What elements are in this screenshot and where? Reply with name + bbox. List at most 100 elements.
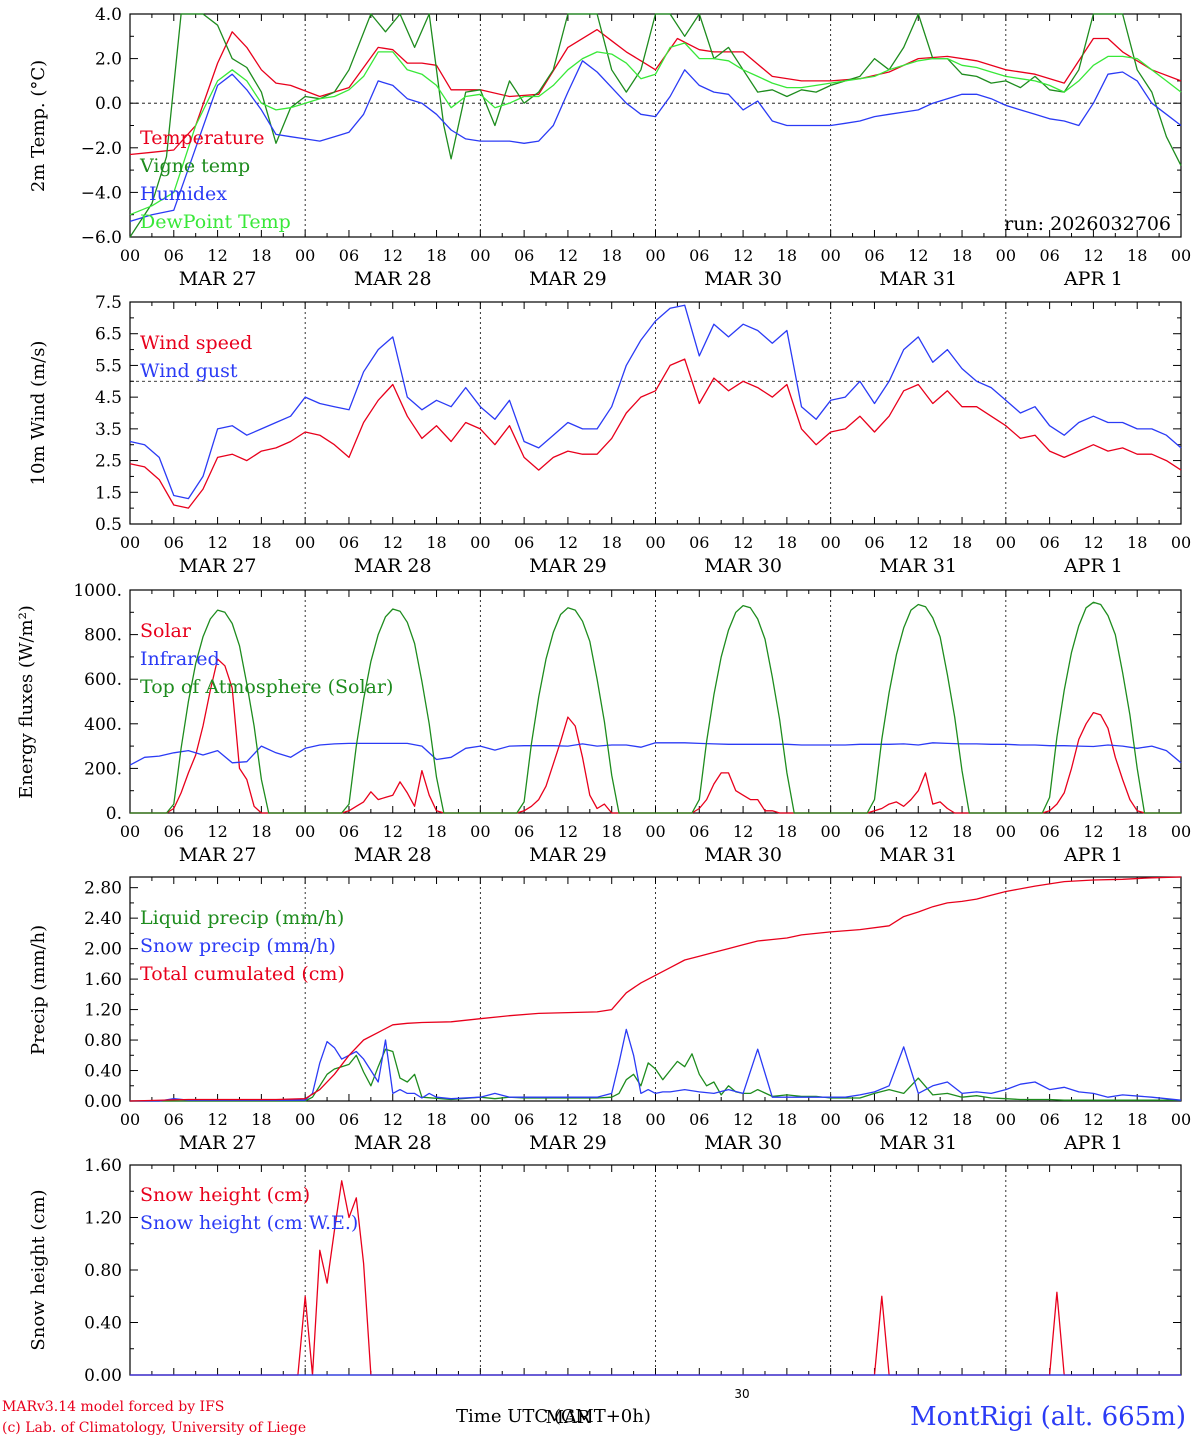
x-tick-label: 12 — [908, 246, 928, 265]
x-tick-label: 00 — [1171, 533, 1191, 552]
x-tick-label: 00 — [295, 533, 315, 552]
legend-entry: Wind speed — [140, 332, 252, 354]
series-line-humidex — [129, 60, 1182, 223]
day-label: MAR 30 — [704, 844, 782, 866]
x-tick-label: 18 — [426, 822, 446, 841]
x-tick-label: 18 — [952, 533, 972, 552]
legend-entry: Liquid precip (mm/h) — [140, 907, 344, 929]
x-tick-label: 06 — [864, 246, 884, 265]
time-axis-label: Time UTC (GMT+0h) — [456, 1406, 651, 1427]
x-tick-label: 18 — [1127, 246, 1147, 265]
y-tick-label: 0.40 — [84, 1314, 122, 1334]
x-tick-label: 00 — [996, 246, 1016, 265]
y-tick-label: 0.5 — [95, 515, 122, 535]
x-tick-label: 00 — [996, 533, 1016, 552]
y-axis-label: 2m Temp. (°C) — [28, 60, 49, 192]
series-line-total-cumulated-cm- — [129, 876, 1182, 1102]
bottom-day-number: 30 — [734, 1387, 749, 1401]
day-label: APR 1 — [1063, 555, 1123, 577]
x-tick-label: 18 — [251, 822, 271, 841]
x-tick-label: 00 — [1171, 1110, 1191, 1129]
series-line-wind-gust — [129, 304, 1182, 500]
x-tick-label: 00 — [1171, 822, 1191, 841]
y-axis-label: Energy fluxes (W/m²) — [16, 605, 37, 799]
y-tick-label: 0.40 — [84, 1062, 122, 1082]
x-tick-label: 12 — [207, 533, 227, 552]
x-tick-label: 06 — [164, 822, 184, 841]
y-tick-label: 7.5 — [95, 293, 122, 313]
x-tick-label: 00 — [996, 1110, 1016, 1129]
x-tick-label: 00 — [820, 533, 840, 552]
day-label: MAR 29 — [529, 555, 607, 577]
legend-entry: Snow height (cm W.E.) — [140, 1212, 358, 1234]
x-tick-label: 00 — [470, 822, 490, 841]
legend-entry: Humidex — [140, 183, 227, 205]
series-line-dewpoint-temp — [129, 42, 1182, 216]
legend-entry: Temperature — [140, 127, 264, 149]
day-label: MAR 29 — [529, 844, 607, 866]
x-tick-label: 18 — [952, 822, 972, 841]
x-tick-label: 06 — [864, 1110, 884, 1129]
x-tick-label: 12 — [1083, 533, 1103, 552]
day-label: MAR 28 — [354, 844, 432, 866]
day-label: MAR 29 — [529, 1132, 607, 1154]
y-tick-label: 600. — [84, 670, 122, 690]
series-line-snow-precip-mm-h- — [130, 1028, 1182, 1102]
x-tick-label: 00 — [120, 1110, 140, 1129]
y-tick-label: 800. — [84, 626, 122, 646]
x-tick-label: 18 — [952, 1110, 972, 1129]
x-tick-label: 18 — [602, 822, 622, 841]
x-tick-label: 18 — [602, 246, 622, 265]
series-line-wind-speed — [129, 358, 1182, 509]
legend-entry: Top of Atmosphere (Solar) — [140, 676, 393, 698]
x-tick-label: 06 — [689, 822, 709, 841]
legend-entry: Wind gust — [140, 360, 238, 382]
day-label: MAR 30 — [704, 1132, 782, 1154]
series-line-temperature — [129, 28, 1182, 156]
x-tick-label: 00 — [820, 822, 840, 841]
x-tick-label: 06 — [339, 822, 359, 841]
y-tick-label: 1.5 — [95, 483, 122, 503]
y-tick-label: 2.80 — [84, 879, 122, 899]
x-tick-label: 00 — [996, 822, 1016, 841]
x-tick-label: 00 — [470, 533, 490, 552]
lab-credit: (c) Lab. of Climatology, University of L… — [2, 1420, 307, 1436]
x-tick-label: 06 — [689, 1110, 709, 1129]
x-tick-label: 18 — [777, 822, 797, 841]
x-tick-label: 00 — [820, 246, 840, 265]
y-tick-label: 1.20 — [84, 1001, 122, 1021]
y-tick-label: 0.80 — [84, 1261, 122, 1281]
y-tick-label: 6.5 — [95, 325, 122, 345]
day-label: MAR 30 — [704, 268, 782, 290]
x-tick-label: 06 — [514, 246, 534, 265]
x-tick-label: 06 — [689, 533, 709, 552]
x-tick-label: 12 — [733, 822, 753, 841]
x-tick-label: 18 — [251, 533, 271, 552]
x-tick-label: 12 — [383, 246, 403, 265]
series-line-infrared — [129, 742, 1182, 766]
x-tick-label: 06 — [864, 822, 884, 841]
day-label: MAR 27 — [179, 555, 257, 577]
x-tick-label: 18 — [1127, 1110, 1147, 1129]
legend-entry: Snow height (cm) — [140, 1184, 310, 1206]
day-label: MAR 31 — [879, 844, 957, 866]
x-tick-label: 12 — [207, 246, 227, 265]
x-tick-label: 12 — [558, 1110, 578, 1129]
x-tick-label: 12 — [207, 822, 227, 841]
legend-entry: Snow precip (mm/h) — [140, 935, 336, 957]
x-tick-label: 18 — [952, 246, 972, 265]
station-label: MontRigi (alt. 665m) — [910, 1402, 1186, 1432]
x-tick-label: 12 — [1083, 1110, 1103, 1129]
x-tick-label: 12 — [733, 533, 753, 552]
day-label: MAR 28 — [354, 268, 432, 290]
x-tick-label: 00 — [295, 822, 315, 841]
legend-entry: Infrared — [140, 648, 220, 670]
x-tick-label: 18 — [251, 1110, 271, 1129]
x-tick-label: 00 — [295, 1110, 315, 1129]
x-tick-label: 12 — [908, 533, 928, 552]
series-line-vigne-temp — [129, 13, 1182, 238]
legend-entry: Solar — [140, 620, 192, 642]
y-tick-label: 0.80 — [84, 1031, 122, 1051]
x-tick-label: 06 — [514, 822, 534, 841]
